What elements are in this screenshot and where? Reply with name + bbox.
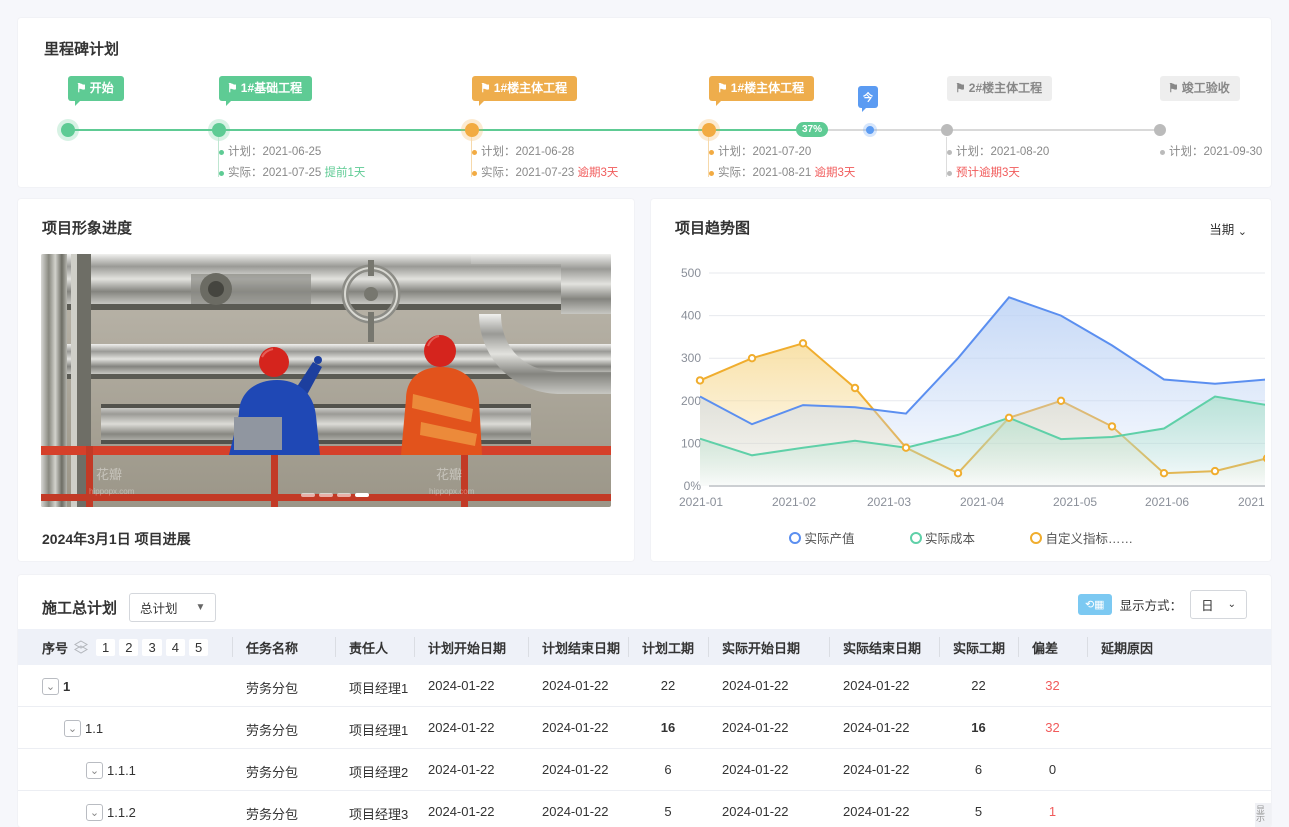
svg-text:花瓣: 花瓣 bbox=[436, 467, 462, 482]
svg-text:2021-02: 2021-02 bbox=[772, 495, 816, 509]
svg-text:花瓣: 花瓣 bbox=[96, 467, 122, 482]
svg-text:400: 400 bbox=[681, 309, 701, 323]
svg-text:2021-05: 2021-05 bbox=[1053, 495, 1097, 509]
svg-text:0%: 0% bbox=[684, 479, 702, 493]
svg-text:2021-06: 2021-06 bbox=[1145, 495, 1189, 509]
svg-text:500: 500 bbox=[681, 266, 701, 280]
svg-text:300: 300 bbox=[681, 351, 701, 365]
svg-text:2021-01: 2021-01 bbox=[679, 495, 723, 509]
svg-text:hippopx.com: hippopx.com bbox=[429, 487, 475, 496]
svg-text:hippopx.com: hippopx.com bbox=[89, 487, 135, 496]
svg-text:2021-04: 2021-04 bbox=[960, 495, 1004, 509]
svg-text:100: 100 bbox=[681, 436, 701, 450]
svg-text:2021-03: 2021-03 bbox=[867, 495, 911, 509]
svg-text:2021-07: 2021-07 bbox=[1238, 495, 1265, 509]
svg-text:200: 200 bbox=[681, 394, 701, 408]
